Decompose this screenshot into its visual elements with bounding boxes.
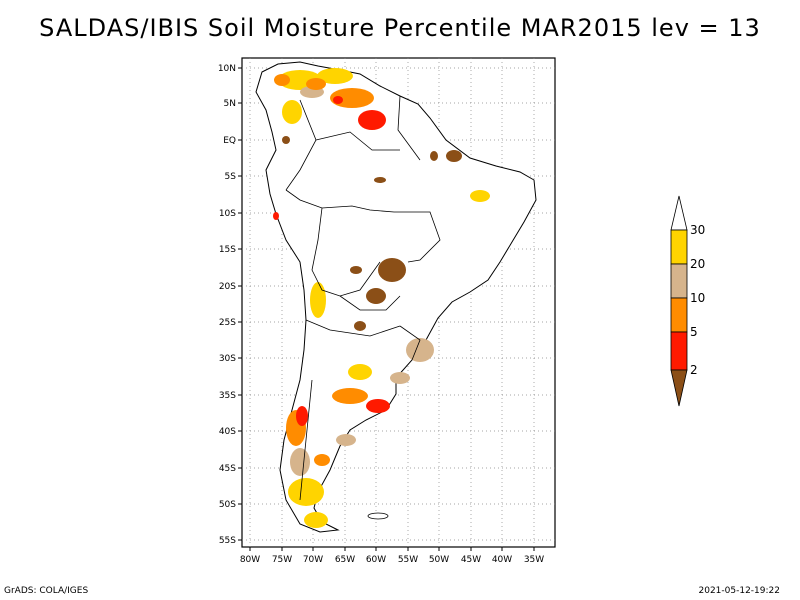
colorbar-band-5-10 bbox=[670, 297, 688, 333]
patches-20-30 bbox=[278, 68, 490, 528]
frame-ticks bbox=[238, 67, 535, 551]
lat-label: 15S bbox=[219, 245, 236, 255]
colorbar-band-20-30 bbox=[670, 229, 688, 265]
colorbar-bottom-arrow bbox=[670, 369, 688, 407]
lat-label: 40S bbox=[219, 427, 236, 437]
colorbar-label: 30 bbox=[690, 223, 705, 237]
footer-timestamp: 2021-05-12-19:22 bbox=[698, 586, 781, 596]
map-title: SALDAS/IBIS Soil Moisture Percentile MAR… bbox=[39, 14, 761, 42]
colorbar-label: 10 bbox=[690, 291, 705, 305]
patches-10-20 bbox=[290, 86, 434, 476]
footer-credit: GrADS: COLA/IGES bbox=[4, 586, 89, 596]
lon-label: 75W bbox=[272, 555, 292, 565]
lat-label: 10N bbox=[218, 64, 236, 74]
falkland-islands bbox=[367, 512, 389, 520]
colorbar-label: 2 bbox=[690, 363, 698, 377]
colorbar-band-10-20 bbox=[670, 263, 688, 299]
lon-label: 50W bbox=[429, 555, 449, 565]
lat-label: 5S bbox=[225, 172, 237, 182]
lat-label: 20S bbox=[219, 282, 236, 292]
lat-label: 45S bbox=[219, 464, 236, 474]
patches-2-5 bbox=[273, 96, 390, 426]
colorbar-band-2-5 bbox=[670, 331, 688, 371]
lon-label: 65W bbox=[335, 555, 355, 565]
lon-label: 60W bbox=[366, 555, 386, 565]
colorbar-label: 5 bbox=[690, 325, 698, 339]
lat-label: 35S bbox=[219, 391, 236, 401]
lon-label: 40W bbox=[492, 555, 512, 565]
lat-label: 5N bbox=[224, 99, 236, 109]
longitude-labels: 80W 75W 70W 65W 60W 55W 50W 45W 40W 35W bbox=[240, 555, 544, 565]
lon-label: 45W bbox=[461, 555, 481, 565]
lat-label: 10S bbox=[219, 209, 236, 219]
latitude-labels: 10N 5N EQ 5S 10S 15S 20S 25S 30S 35S 40S… bbox=[218, 64, 236, 546]
lat-label: EQ bbox=[223, 136, 236, 146]
colorbar-label: 20 bbox=[690, 257, 705, 271]
lat-label: 50S bbox=[219, 500, 236, 510]
lat-label: 55S bbox=[219, 536, 236, 546]
patches-5-10 bbox=[274, 74, 374, 466]
colorbar-top-arrow bbox=[670, 195, 688, 231]
colorbar: 30 20 10 5 2 bbox=[670, 195, 705, 407]
lon-label: 35W bbox=[524, 555, 544, 565]
patches-below-2 bbox=[282, 136, 462, 331]
lat-label: 30S bbox=[219, 354, 236, 364]
lon-label: 70W bbox=[303, 555, 323, 565]
lon-label: 55W bbox=[398, 555, 418, 565]
lon-label: 80W bbox=[240, 555, 260, 565]
south-america-outline bbox=[255, 61, 537, 533]
country-borders bbox=[285, 95, 441, 501]
lat-label: 25S bbox=[219, 318, 236, 328]
